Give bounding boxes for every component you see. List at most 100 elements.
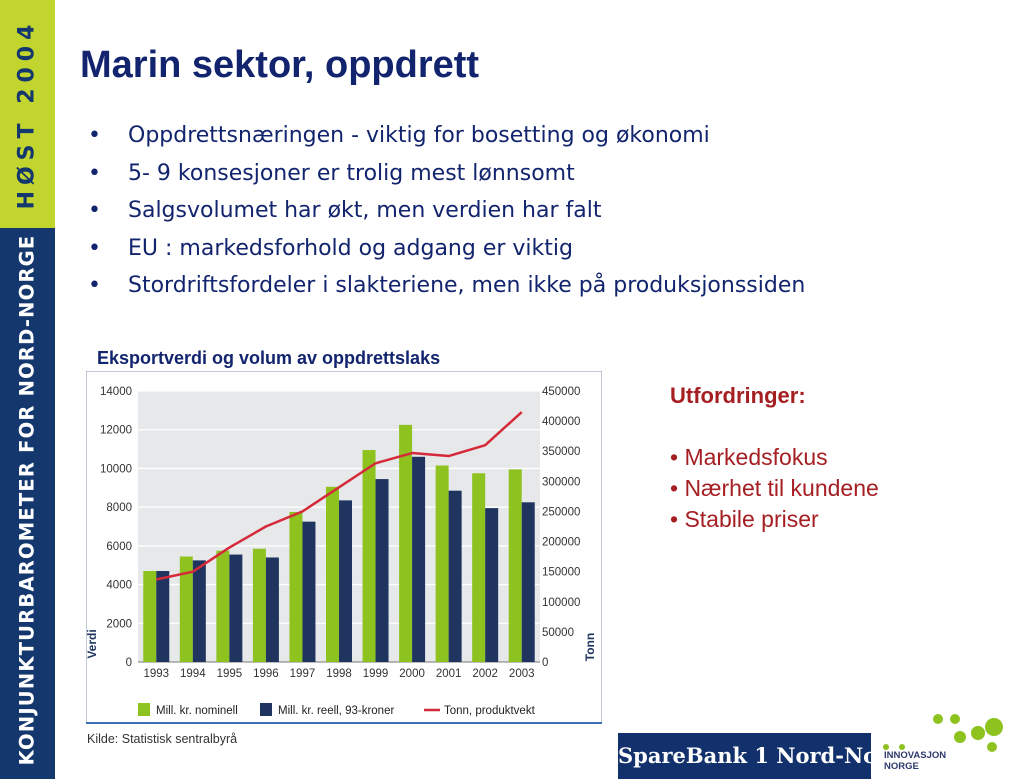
left-tick-label: 12000	[100, 425, 132, 437]
right-axis-ticks: 0 50000 100000 150000 200000 250000 300000 3500…	[542, 386, 580, 669]
bar-real	[521, 502, 535, 662]
bar-real	[229, 554, 243, 662]
bullet-item: • Salgsvolumet har økt, men verdien har f…	[88, 192, 805, 230]
legend-label: Mill. kr. nominell	[156, 705, 238, 717]
bullet-dot: •	[88, 123, 101, 148]
bullet-text: Salgsvolumet har økt, men verdien har fa…	[128, 198, 602, 223]
bar-real	[265, 557, 279, 662]
x-tick-label: 1994	[180, 668, 206, 680]
bar-nominal	[252, 548, 266, 662]
bullet-dot: •	[88, 235, 101, 261]
left-tick-label: 4000	[106, 580, 132, 592]
bullet-dot: •	[88, 273, 101, 298]
x-tick-label: 2000	[399, 668, 425, 680]
slide-title: Marin sektor, oppdrett	[80, 44, 480, 86]
legend-label: Mill. kr. reell, 93-kroner	[278, 705, 394, 717]
right-tick-label: 400000	[542, 416, 580, 428]
bar-real	[192, 560, 206, 662]
left-axis-ticks: 0 2000 4000 6000 8000 10000 12000 14000	[100, 386, 132, 669]
export-chart: 0 2000 4000 6000 8000 10000 12000 14000 0 50000 1…	[86, 371, 602, 746]
bar-real	[339, 500, 352, 662]
legend-swatch	[260, 703, 272, 716]
bullet-text: Stordriftsfordeler i slakteriene, men ik…	[128, 273, 806, 298]
left-tick-label: 14000	[100, 386, 132, 398]
challenge-item: • Nærhet til kundene	[670, 475, 879, 501]
bullet-item: • 5- 9 konsesjoner er trolig mest lønnsom…	[88, 155, 805, 193]
bar-real	[156, 571, 170, 662]
x-tick-label: 1998	[326, 668, 352, 680]
bar-nominal	[472, 473, 486, 662]
bar-real	[485, 508, 499, 662]
bullet-item: • EU : markedsforhold og adgang er viktig	[88, 230, 805, 268]
bullet-dot: •	[88, 198, 101, 223]
left-tick-label: 2000	[106, 618, 132, 630]
innovasjon-dots-icon	[883, 714, 1003, 752]
right-tick-label: 150000	[542, 567, 580, 579]
bar-nominal	[179, 556, 193, 662]
challenge-item: • Stabile priser	[670, 506, 819, 532]
bullet-item: • Stordriftsfordeler i slakteriene, men i…	[88, 267, 805, 305]
legend-swatch	[138, 703, 150, 716]
chart-source: Kilde: Statistisk sentralbyrå	[87, 732, 237, 746]
innovasjon-logo-line1: INNOVASJON	[884, 750, 947, 761]
legend-label: Tonn, produktvekt	[444, 705, 536, 717]
sidebar-season-text: HØST 2004	[14, 18, 40, 210]
challenges-panel: Utfordringer: • Markedsfokus • Nærhet ti…	[670, 382, 879, 535]
bar-real	[375, 479, 389, 662]
left-tick-label: 8000	[106, 502, 132, 514]
bar-real	[412, 456, 426, 662]
innovasjon-logo: INNOVASJON NORGE	[884, 750, 946, 772]
x-axis-ticks: 1993 1994 1995 1996 1997 1998 1999 2000 2001 2002…	[143, 668, 534, 680]
x-tick-label: 2003	[509, 668, 535, 680]
bullet-list: • Oppdrettsnæringen - viktig for bosettin…	[88, 117, 805, 305]
bars	[143, 424, 535, 662]
left-tick-label: 0	[126, 657, 132, 669]
bullet-text: EU : markedsforhold og adgang er viktig	[128, 235, 573, 261]
x-tick-label: 1999	[363, 668, 389, 680]
bar-nominal	[143, 571, 157, 662]
left-tick-label: 10000	[100, 463, 132, 475]
right-tick-label: 200000	[542, 537, 580, 549]
x-tick-label: 1993	[143, 668, 169, 680]
bar-nominal	[362, 450, 376, 662]
right-tick-label: 0	[542, 657, 548, 669]
x-tick-label: 1996	[253, 668, 279, 680]
bullet-text: 5- 9 konsesjoner er trolig mest lønnsomt	[128, 160, 575, 186]
bar-nominal	[216, 550, 230, 662]
bar-nominal	[399, 424, 413, 662]
chart-container: 0 2000 4000 6000 8000 10000 12000 14000 0 50000 1…	[86, 371, 602, 751]
x-tick-label: 1995	[217, 668, 243, 680]
sidebar-publication-text: KONJUNKTURBAROMETER FOR NORD-NORGE	[15, 234, 39, 766]
x-tick-label: 2001	[436, 668, 462, 680]
bullet-item: • Oppdrettsnæringen - viktig for bosettin…	[88, 117, 805, 155]
sidebar-publication-band: KONJUNKTURBAROMETER FOR NORD-NORGE	[0, 228, 55, 779]
challenge-item: • Markedsfokus	[670, 444, 828, 470]
bullet-text: Oppdrettsnæringen - viktig for bosetting…	[128, 123, 710, 148]
volume-line	[156, 411, 523, 581]
right-tick-label: 350000	[542, 446, 580, 458]
bullet-dot: •	[88, 160, 101, 186]
left-axis-label: Verdi	[86, 629, 99, 658]
right-axis-label: Tonn	[583, 633, 597, 661]
right-tick-label: 450000	[542, 386, 580, 398]
right-tick-label: 300000	[542, 476, 580, 488]
bar-nominal	[435, 465, 449, 662]
bar-real	[448, 490, 462, 662]
innovasjon-logo-line2: NORGE	[884, 761, 919, 772]
bar-real	[302, 521, 316, 662]
sparebank-logo: SpareBank 1 Nord-Norge	[618, 733, 916, 779]
bar-nominal	[289, 511, 303, 662]
right-tick-label: 100000	[542, 597, 580, 609]
chart-title: Eksportverdi og volum av oppdrettslaks	[97, 348, 441, 368]
x-tick-label: 2002	[472, 668, 498, 680]
bar-nominal	[326, 486, 339, 662]
challenges-title: Utfordringer:	[670, 383, 806, 408]
right-tick-label: 250000	[542, 506, 580, 518]
bar-nominal	[508, 469, 522, 662]
right-tick-label: 50000	[542, 627, 574, 639]
left-tick-label: 6000	[106, 541, 132, 553]
x-tick-label: 1997	[290, 668, 316, 680]
sidebar-season-band: HØST 2004	[0, 0, 55, 228]
legend: Mill. kr. nominell Mill. kr. reell, 93-kr…	[138, 703, 536, 717]
volume-line-path	[156, 411, 523, 581]
